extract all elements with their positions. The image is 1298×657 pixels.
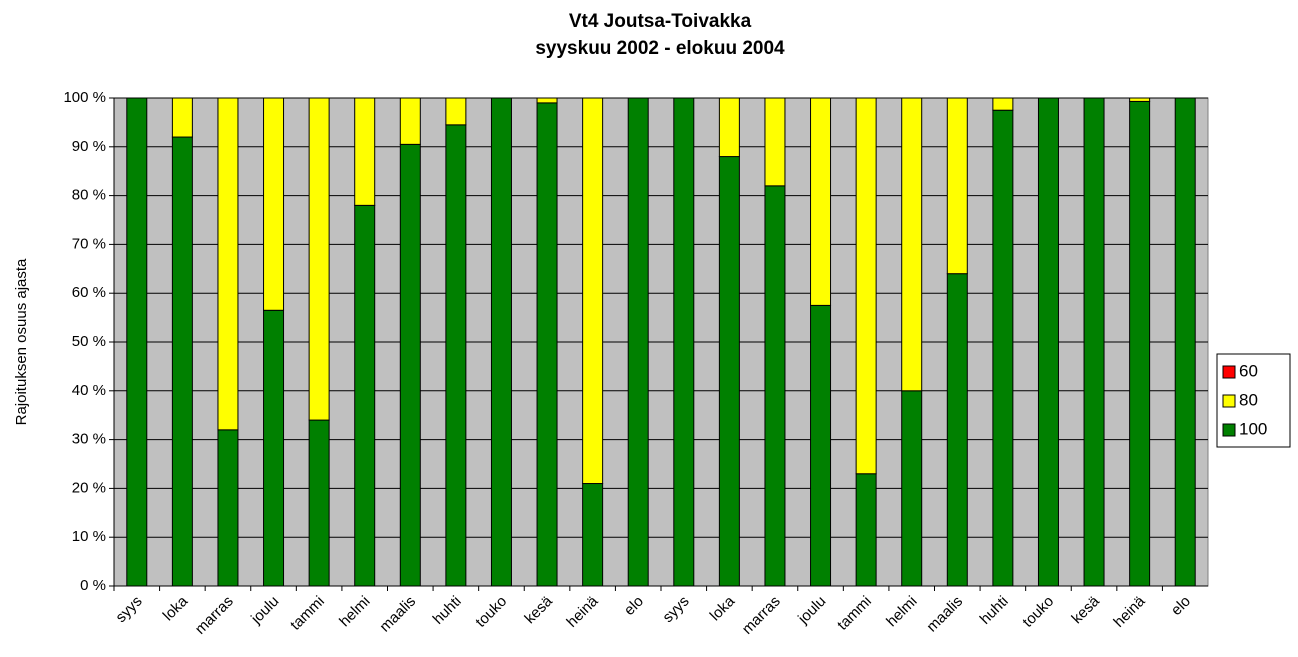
bar-segment (445, 97, 467, 126)
y-tick-label: 30 % (72, 431, 106, 448)
x-tick-label: tammi (287, 593, 328, 634)
x-tick-label: helmi (336, 593, 373, 630)
x-tick-label: syys (659, 593, 692, 626)
x-tick-label: huhti (977, 593, 1012, 628)
y-axis-label: Rajoituksen osuus ajasta (13, 258, 30, 425)
x-tick-label: heinä (563, 592, 601, 630)
y-tick-label: 20 % (72, 479, 106, 496)
chart-title: Vt4 Joutsa-Toivakka (569, 11, 752, 32)
x-tick-label: kesä (521, 592, 556, 627)
x-tick-label: elo (1168, 593, 1194, 619)
y-tick-label: 80 % (72, 187, 106, 204)
x-tick-label: joulu (794, 593, 829, 628)
bar-segment (308, 97, 330, 421)
x-tick-label: maalis (376, 593, 419, 636)
legend-swatch (1222, 365, 1236, 379)
x-tick-label: elo (621, 593, 647, 619)
bar-segment (354, 97, 376, 206)
bar-segment (718, 97, 740, 158)
y-tick-label: 100 % (63, 89, 106, 106)
bar-segment (445, 124, 467, 587)
y-tick-label: 90 % (72, 138, 106, 155)
y-tick-label: 70 % (72, 235, 106, 252)
bar-segment (217, 97, 239, 431)
x-tick-label: joulu (247, 593, 282, 628)
bar-segment (354, 204, 376, 587)
x-tick-label: loka (707, 592, 739, 624)
bar-segment (308, 419, 330, 587)
legend-label: 60 (1239, 361, 1258, 380)
bar-segment (490, 97, 512, 587)
bar-segment (810, 97, 832, 306)
bar-segment (582, 97, 604, 485)
bar-segment (536, 97, 558, 104)
bar-segment (1083, 97, 1105, 587)
bar-segment (263, 97, 285, 311)
bar-segment (1129, 97, 1151, 102)
y-tick-label: 10 % (72, 528, 106, 545)
bar-segment (1037, 97, 1059, 587)
bar-segment (263, 309, 285, 587)
chart-subtitle: syyskuu 2002 - elokuu 2004 (535, 38, 785, 59)
bar-segment (126, 97, 148, 587)
bar-segment (171, 136, 193, 587)
x-tick-label: syys (112, 593, 145, 626)
y-tick-label: 0 % (80, 577, 106, 594)
bar-segment (1129, 100, 1151, 587)
bar-segment (992, 97, 1014, 111)
x-tick-label: maalis (923, 593, 966, 636)
bar-segment (855, 97, 877, 475)
y-tick-label: 40 % (72, 382, 106, 399)
bar-segment (399, 143, 421, 587)
bar-segment (992, 109, 1014, 587)
x-tick-label: loka (160, 592, 192, 624)
bar-segment (171, 97, 193, 138)
x-tick-label: helmi (883, 593, 920, 630)
x-tick-label: tammi (834, 593, 875, 634)
y-tick-label: 50 % (72, 333, 106, 350)
x-tick-label: huhti (430, 593, 465, 628)
bar-segment (764, 97, 786, 187)
x-tick-label: marras (192, 593, 237, 638)
bar-segment (901, 97, 923, 392)
legend-label: 100 (1239, 419, 1267, 438)
bar-segment (582, 483, 604, 587)
bar-segment (901, 390, 923, 587)
y-tick-label: 60 % (72, 284, 106, 301)
bar-segment (764, 185, 786, 587)
bar-segment (673, 97, 695, 587)
bar-segment (536, 102, 558, 587)
bar-segment (855, 473, 877, 587)
bar-segment (946, 273, 968, 587)
bar-segment (810, 304, 832, 587)
x-tick-label: kesä (1068, 592, 1103, 627)
bar-segment (217, 429, 239, 587)
x-tick-label: touko (472, 593, 510, 631)
bar-segment (399, 97, 421, 145)
legend-swatch (1222, 423, 1236, 437)
bar-segment (718, 156, 740, 587)
x-tick-label: touko (1019, 593, 1057, 631)
x-tick-label: marras (739, 593, 784, 638)
legend-label: 80 (1239, 390, 1258, 409)
bar-segment (1174, 97, 1196, 587)
bar-segment (946, 97, 968, 275)
x-tick-label: heinä (1110, 592, 1148, 630)
legend-swatch (1222, 394, 1236, 408)
bar-segment (627, 97, 649, 587)
